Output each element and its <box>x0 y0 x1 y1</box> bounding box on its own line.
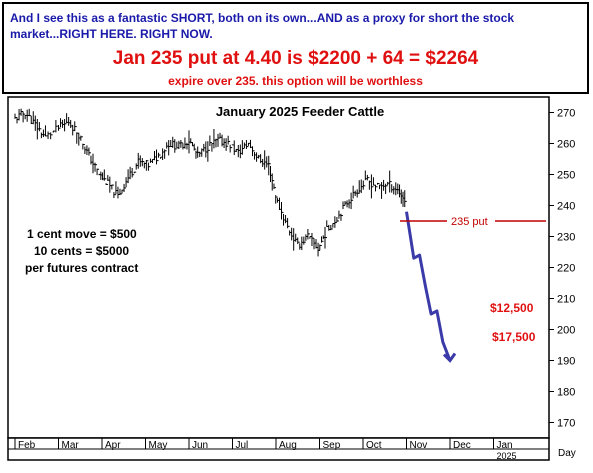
x-tick-label: Mar <box>62 440 80 451</box>
y-tick-label: 230 <box>557 232 575 244</box>
chart-title: January 2025 Feeder Cattle <box>216 104 384 119</box>
target-label: $17,500 <box>492 330 536 344</box>
header-box: And I see this as a fantastic SHORT, bot… <box>2 2 589 94</box>
x-tick-label: Apr <box>105 440 121 451</box>
header-commentary: And I see this as a fantastic SHORT, bot… <box>10 11 515 41</box>
projection-arrowhead <box>442 352 457 363</box>
header-trade-line: Jan 235 put at 4.40 is $2200 + 64 = $226… <box>112 48 479 69</box>
y-tick-label: 210 <box>557 294 575 306</box>
y-tick-label: 200 <box>557 325 575 337</box>
x-tick-label: Jun <box>192 440 208 451</box>
contract-note-line: 10 cents = $5000 <box>34 244 129 258</box>
x-tick-label: Feb <box>18 440 36 451</box>
y-tick-label: 240 <box>557 201 575 213</box>
price-bars <box>14 108 407 257</box>
x-tick-label: Dec <box>453 440 471 451</box>
contract-note-line: 1 cent move = $500 <box>27 227 137 241</box>
y-tick-label: 260 <box>557 139 575 151</box>
put-label: 235 put <box>451 216 488 228</box>
y-tick-label: 190 <box>557 356 575 368</box>
x-sublabel: 2025 <box>497 451 517 461</box>
plot-area <box>7 96 550 439</box>
x-tick-label: Sep <box>323 440 341 451</box>
x-tick-label: Jul <box>236 440 249 451</box>
y-tick-label: 250 <box>557 170 575 182</box>
contract-note-line: per futures contract <box>25 261 138 275</box>
x-tick-label: May <box>149 440 168 451</box>
y-axis: 170 180 190 200 210 220 230 240 250 260 270 <box>549 108 575 430</box>
put-label-bg <box>447 213 495 227</box>
x-axis-label: Day <box>558 448 576 459</box>
y-tick-label: 270 <box>557 108 575 120</box>
projection-layer <box>405 211 457 363</box>
y-tick-label: 180 <box>557 387 575 399</box>
reference-line-layer: 235 put <box>400 213 546 228</box>
y-tick-label: 170 <box>557 418 575 430</box>
x-tick-label: Jan <box>497 440 513 451</box>
x-tick-label: Aug <box>279 440 297 451</box>
x-tick-label: Nov <box>410 440 428 451</box>
annotation-layer: 1 cent move = $500 10 cents = $5000 per fu… <box>25 227 536 344</box>
target-label: $12,500 <box>490 301 534 315</box>
projection-line <box>405 211 452 362</box>
x-tick-label: Oct <box>366 440 382 451</box>
header-expiry-note: expire over 235. this option will be wor… <box>168 74 423 88</box>
y-tick-label: 220 <box>557 263 575 275</box>
